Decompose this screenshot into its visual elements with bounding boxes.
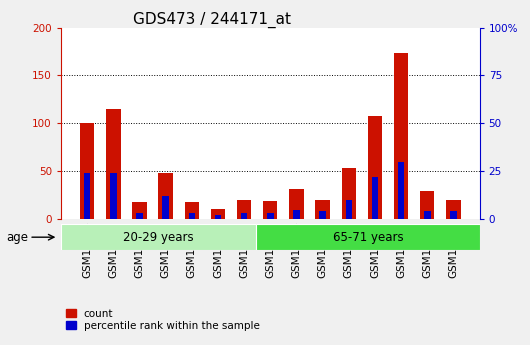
Bar (263, 201, 278, 219)
Bar (162, 196, 169, 219)
Bar (189, 213, 195, 219)
Bar (420, 191, 435, 219)
Text: GDS473 / 244171_at: GDS473 / 244171_at (133, 12, 291, 28)
Bar (106, 109, 120, 219)
Bar (80, 123, 94, 219)
Bar (241, 213, 248, 219)
Text: 20-29 years: 20-29 years (123, 231, 194, 244)
Bar (184, 202, 199, 219)
Bar (132, 202, 147, 219)
Bar (158, 173, 173, 219)
Bar (215, 215, 221, 219)
Bar (398, 161, 404, 219)
Bar (61, 224, 257, 250)
Bar (342, 168, 356, 219)
Bar (368, 116, 382, 219)
Bar (450, 211, 457, 219)
Bar (84, 173, 91, 219)
Bar (136, 213, 143, 219)
Bar (289, 189, 304, 219)
Bar (346, 200, 352, 219)
Bar (320, 211, 326, 219)
Text: 65-71 years: 65-71 years (333, 231, 403, 244)
Bar (394, 53, 408, 219)
Bar (267, 213, 273, 219)
Bar (315, 200, 330, 219)
Bar (446, 200, 461, 219)
Bar (237, 200, 251, 219)
Bar (424, 211, 430, 219)
Legend: count, percentile rank within the sample: count, percentile rank within the sample (66, 309, 260, 331)
Bar (257, 224, 480, 250)
Bar (293, 209, 300, 219)
Bar (110, 173, 117, 219)
Bar (211, 208, 225, 219)
Text: age: age (6, 231, 29, 244)
Bar (372, 177, 378, 219)
